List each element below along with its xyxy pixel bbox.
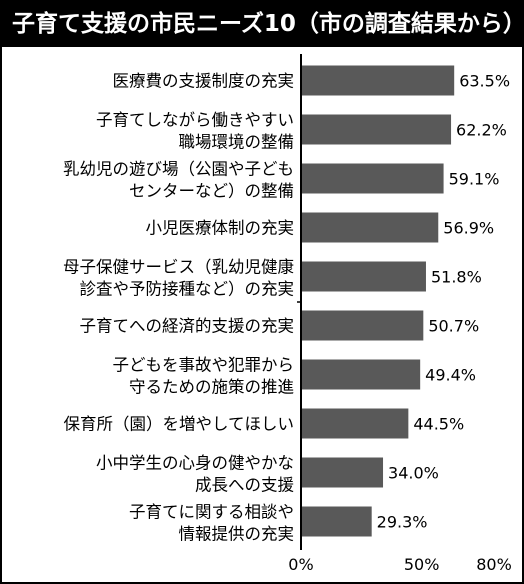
category-label-5-line-2: 診査や予防接種など）の充実 [80,280,295,299]
value-label-9: 34.0% [388,464,439,483]
value-label-10: 29.3% [377,513,428,532]
bar-10 [301,506,372,537]
category-label-10-line-2: 情報提供の充実 [179,525,295,544]
category-label-5-line-1: 母子保健サービス（乳幼児健康 [63,258,294,277]
category-label-6: 子育てへの経済的支援の充実 [80,317,295,336]
category-label-9-line-1: 小中学生の心身の健やかな [96,454,294,473]
bar-3 [301,163,444,194]
category-label-2-line-2: 職場環境の整備 [179,133,295,152]
value-label-6: 50.7% [428,317,479,336]
category-label-4: 小児医療体制の充実 [146,219,295,238]
category-label-1: 医療費の支援制度の充実 [113,72,295,91]
category-label-3-line-1: 乳幼児の遊び場（公園や子ども [63,160,294,179]
value-label-3: 59.1% [449,170,500,189]
category-label-2-line-1: 子育てしながら働きやすい [96,111,294,130]
bar-8 [301,408,409,439]
bar-2 [301,114,452,145]
category-label-10-line-1: 子育てに関する相談や [129,503,294,522]
value-label-2: 62.2% [456,121,507,140]
bar-5 [301,261,426,292]
bar-6 [301,310,424,341]
value-label-1: 63.5% [459,72,510,91]
category-label-7-line-2: 守るための施策の推進 [129,378,294,397]
x-tick-label-3: 80% [476,555,512,574]
category-label-3-line-2: センターなど）の整備 [129,182,294,201]
chart-title: 子育て支援の市民ニーズ10（市の調査結果から） [2,2,524,47]
category-label-8: 保育所（園）を増やしてほしい [63,415,294,434]
x-tick-label-2: 50% [404,555,440,574]
bar-1 [301,65,455,96]
value-label-5: 51.8% [431,268,482,287]
bar-7 [301,359,421,390]
value-label-4: 56.9% [443,219,494,238]
x-tick-label-1: 0% [288,555,313,574]
category-label-7-line-1: 子どもを事故や犯罪から [113,356,295,375]
value-label-7: 49.4% [425,366,476,385]
bar-4 [301,212,439,243]
bar-9 [301,457,384,488]
value-label-8: 44.5% [413,415,464,434]
category-label-9-line-2: 成長への支援 [195,476,294,495]
